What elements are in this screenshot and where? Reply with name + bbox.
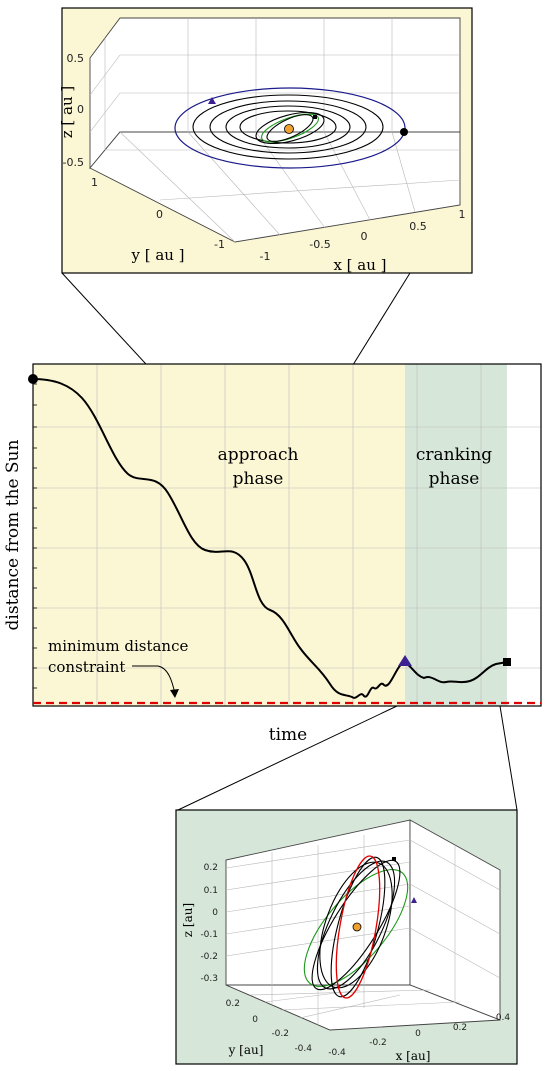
constraint-label: constraint <box>48 658 125 676</box>
main-x-axis-label: time <box>269 725 307 745</box>
top-x-tick: -0.5 <box>309 238 330 251</box>
bottom-x-tick: 0 <box>415 1029 421 1039</box>
cranking-phase-label: cranking <box>416 445 492 465</box>
end-marker <box>313 115 317 119</box>
bottom-x-tick: 0.4 <box>496 1013 511 1023</box>
main-y-ticks <box>33 383 37 689</box>
phase-switch-marker <box>208 97 216 104</box>
bottom-inset-orbits <box>303 855 417 999</box>
top-inset-axes-box <box>89 17 461 243</box>
top-x-tick: 0.5 <box>409 220 427 233</box>
bottom-z-axis-label: z [au] <box>181 903 195 937</box>
end-marker <box>503 658 511 666</box>
top-x-axis-label: x [ au ] <box>333 256 386 274</box>
bottom-z-tick: 0.1 <box>204 886 218 896</box>
bottom-z-tick: -0.3 <box>200 974 218 984</box>
approach-phase-region <box>33 364 405 706</box>
end-marker <box>392 857 396 861</box>
phase-switch-marker <box>411 897 417 903</box>
top-y-axis-label: y [ au ] <box>130 246 184 264</box>
cranking-phase-label: phase <box>429 469 480 489</box>
main-chart: approach phase cranking phase minimum di… <box>3 363 542 745</box>
top-inset-orbits <box>174 87 408 169</box>
bottom-y-tick: -0.4 <box>294 1044 312 1054</box>
distance-curve <box>32 378 508 699</box>
bottom-z-tick: 0.2 <box>204 863 218 873</box>
bottom-z-tick: -0.1 <box>200 930 218 940</box>
constraint-label: minimum distance <box>48 637 188 655</box>
bottom-y-tick: 0 <box>252 1015 258 1025</box>
constraint-arrow-head <box>170 689 179 698</box>
top-outer-orbit <box>174 87 406 169</box>
cranking-phase-region <box>405 364 507 706</box>
approach-phase-label: approach <box>218 445 299 465</box>
bottom-x-tick: -0.4 <box>328 1048 346 1058</box>
connector-line <box>177 705 398 811</box>
bottom-x-axis-label: x [au] <box>396 1049 431 1063</box>
bottom-red-orbit <box>335 855 381 999</box>
bottom-y-axis-label: y [au] <box>228 1043 264 1057</box>
start-marker <box>400 128 408 136</box>
bottom-inset-axes-box <box>225 819 501 1031</box>
bottom-z-tick: 0 <box>212 908 218 918</box>
top-z-tick: -0.5 <box>63 156 84 169</box>
top-y-tick: -1 <box>214 238 225 251</box>
bottom-x-tick: 0.2 <box>453 1023 467 1033</box>
phase-switch-marker <box>398 655 412 666</box>
bottom-x-tick: -0.2 <box>369 1038 387 1048</box>
bottom-z-tick: -0.2 <box>200 952 218 962</box>
top-z-tick: 0 <box>77 103 84 116</box>
bottom-y-tick: 0.2 <box>226 999 240 1009</box>
top-y-tick: 0 <box>156 208 163 221</box>
top-x-tick: 0 <box>361 230 368 243</box>
sun-marker <box>284 124 294 134</box>
top-green-orbit <box>261 113 319 143</box>
top-x-tick: 1 <box>459 208 466 221</box>
top-z-axis-label: z [ au ] <box>58 86 76 139</box>
post-phase-region <box>507 364 541 706</box>
main-y-axis-label: distance from the Sun <box>3 440 23 631</box>
top-x-tick: -1 <box>260 250 271 263</box>
top-z-tick: 0.5 <box>67 52 85 65</box>
approach-phase-label: phase <box>233 469 284 489</box>
top-y-tick: 1 <box>91 176 98 189</box>
connector-line <box>499 705 518 811</box>
sun-marker <box>352 922 362 932</box>
bottom-y-tick: -0.2 <box>271 1029 289 1039</box>
bottom-inset: 0.2 0.1 0 -0.1 -0.2 -0.3 0.2 0 -0.2 -0.4… <box>175 809 518 1065</box>
top-inset: 0.5 0 -0.5 1 0 -1 -1 -0.5 0 0.5 1 z [ au… <box>58 7 473 274</box>
main-axes-frame <box>32 363 542 707</box>
start-marker <box>28 374 38 384</box>
